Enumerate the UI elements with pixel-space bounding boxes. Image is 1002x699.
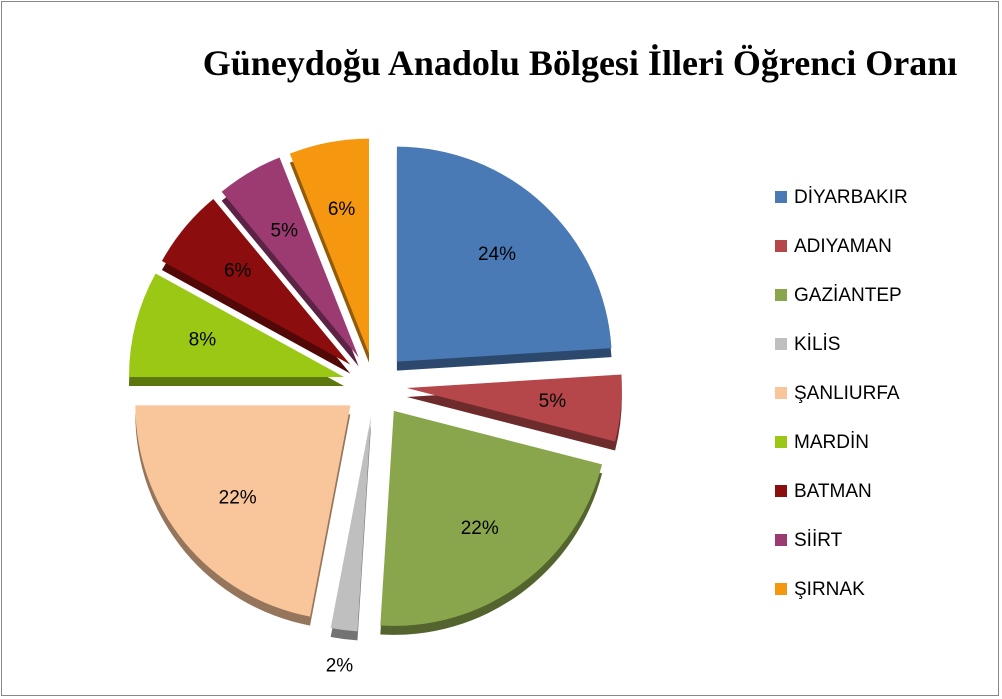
slice — [380, 410, 603, 626]
legend-swatch — [775, 191, 787, 203]
data-label: 2% — [326, 655, 354, 676]
legend-label: MARDİN — [794, 432, 869, 453]
data-label: 6% — [328, 199, 356, 220]
data-label: 24% — [478, 244, 516, 265]
legend-label: KİLİS — [794, 334, 840, 355]
slice — [289, 138, 370, 354]
data-label: 5% — [539, 391, 567, 412]
legend-swatch — [775, 485, 787, 497]
legend-label: ŞANLIURFA — [794, 383, 900, 404]
chart-title: Güneydoğu Anadolu Bölgesi İlleri Öğrenci… — [202, 43, 958, 83]
legend-swatch — [775, 338, 787, 350]
slice — [406, 374, 622, 442]
slice — [161, 198, 351, 365]
slice — [330, 416, 371, 632]
slice — [221, 157, 359, 358]
slice — [135, 405, 351, 617]
data-label: 6% — [224, 260, 252, 281]
legend-label: DİYARBAKIR — [794, 187, 908, 208]
legend-swatch — [775, 436, 787, 448]
legend-label: ŞIRNAK — [794, 579, 865, 600]
data-label: 5% — [271, 221, 299, 242]
legend-swatch — [775, 534, 787, 546]
data-label: 22% — [461, 518, 499, 539]
data-label: 8% — [189, 330, 217, 351]
data-label: 22% — [219, 488, 257, 509]
legend-label: BATMAN — [794, 481, 872, 502]
slice — [396, 146, 612, 362]
legend-label: SİİRT — [794, 530, 843, 551]
legend-swatch — [775, 240, 787, 252]
slice — [129, 273, 345, 378]
legend-swatch — [775, 387, 787, 399]
legend-swatch — [775, 583, 787, 595]
legend-label: ADIYAMAN — [794, 236, 892, 257]
legend-label: GAZİANTEP — [794, 285, 902, 306]
legend-swatch — [775, 289, 787, 301]
